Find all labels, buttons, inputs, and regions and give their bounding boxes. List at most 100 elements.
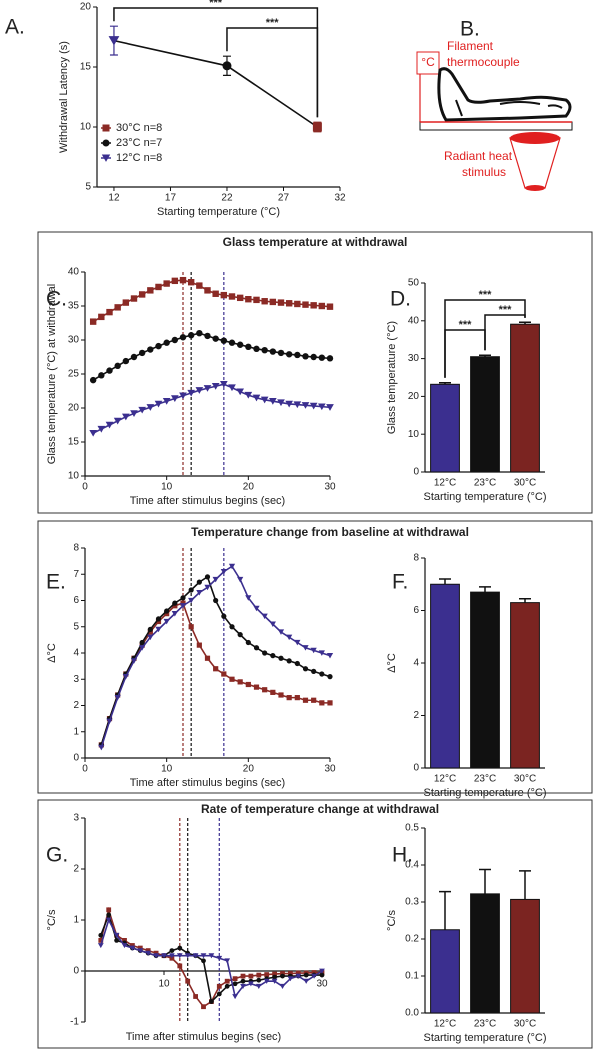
marker — [294, 300, 301, 308]
marker — [163, 618, 170, 625]
y-tick-label: 15 — [68, 437, 80, 448]
marker — [244, 391, 253, 399]
x-axis-title: Time after stimulus begins (sec) — [130, 495, 285, 507]
x-tick-label: 23°C — [474, 774, 496, 785]
marker — [171, 336, 179, 344]
marker — [196, 579, 202, 585]
error-bar — [479, 586, 491, 593]
marker — [216, 983, 222, 989]
y-tick-label: 30 — [408, 353, 420, 364]
glass-plate — [419, 121, 573, 131]
error-bar — [439, 890, 451, 930]
marker — [204, 584, 211, 591]
y-tick-label: 0.5 — [405, 823, 419, 834]
marker — [98, 744, 105, 751]
marker — [180, 600, 186, 606]
y-tick-label: 25 — [68, 369, 80, 380]
marker — [203, 385, 212, 392]
marker — [201, 1004, 206, 1010]
marker — [211, 383, 220, 390]
marker — [270, 689, 276, 695]
x-tick-label: 22 — [221, 193, 233, 204]
marker — [269, 621, 276, 627]
chart: G. -1 0 1 2 3 °C/s Time after stimulus begins (… — [46, 813, 328, 1043]
x-tick-label: 32 — [334, 193, 346, 204]
marker — [237, 679, 243, 685]
bar — [430, 929, 460, 1014]
marker — [155, 618, 162, 625]
marker — [310, 302, 317, 309]
y-tick-label: 0.3 — [405, 897, 419, 908]
marker — [164, 611, 170, 617]
marker — [137, 945, 143, 951]
marker — [294, 695, 300, 701]
y-tick-label: 4 — [73, 648, 79, 659]
marker — [213, 666, 219, 672]
marker — [240, 983, 246, 989]
marker — [177, 963, 183, 969]
marker — [248, 981, 254, 987]
marker — [253, 345, 260, 353]
marker — [179, 603, 187, 609]
marker — [172, 603, 178, 609]
marker — [270, 653, 276, 659]
y-tick-label: 6 — [73, 595, 79, 606]
marker — [155, 626, 162, 633]
marker — [271, 978, 278, 984]
y-axis-title: Δ°C — [386, 653, 398, 673]
x-tick-label: 27 — [278, 193, 290, 204]
marker — [195, 387, 204, 394]
x-tick-label: 10 — [158, 979, 170, 990]
y-tick-label: 40 — [408, 315, 420, 326]
marker — [228, 384, 236, 392]
chart: D. 0 10 20 30 40 50 Glass temperature (°C) Start… — [386, 278, 547, 503]
marker — [261, 347, 268, 354]
y-tick-label: 1 — [73, 726, 79, 737]
section-title: Rate of temperature change at withdrawal — [201, 802, 439, 816]
marker — [229, 676, 235, 682]
marker — [294, 351, 301, 359]
marker — [311, 668, 317, 674]
marker — [256, 977, 262, 983]
marker — [138, 406, 147, 414]
series-line — [100, 602, 330, 746]
y-tick-label: 0 — [413, 763, 419, 774]
x-axis-title: Time after stimulus begins (sec) — [126, 1031, 281, 1043]
significance-label: *** — [459, 319, 473, 331]
marker — [155, 283, 162, 291]
thermocouple-label: thermocouple — [447, 55, 520, 69]
marker — [97, 425, 106, 433]
y-tick-label: 30 — [68, 335, 80, 346]
y-tick-label: 7 — [73, 569, 79, 580]
marker — [171, 277, 179, 285]
section-frame — [37, 799, 593, 1049]
marker — [216, 955, 223, 961]
marker — [106, 308, 113, 316]
y-tick-label: 0 — [73, 753, 79, 764]
marker — [114, 938, 119, 943]
marker — [137, 948, 144, 954]
chart: A. 5 10 15 20 Withdrawal Latency (s) Starting … — [5, 0, 346, 218]
y-axis-title: Glass temperature (°C) at withdrawal — [46, 284, 58, 464]
marker — [245, 595, 252, 601]
significance-bracket — [226, 27, 319, 118]
marker — [139, 642, 145, 648]
marker — [204, 287, 211, 294]
marker — [171, 611, 178, 617]
marker — [204, 332, 211, 340]
x-tick-label: 0 — [82, 482, 88, 493]
series-line — [100, 565, 331, 748]
y-tick-label: 20 — [408, 391, 420, 402]
connecting-line — [113, 39, 318, 128]
chart: H. 0.0 0.1 0.2 0.3 0.4 0.5 °C/s Starting tempera… — [386, 823, 547, 1044]
marker — [294, 660, 300, 667]
marker — [302, 301, 309, 308]
marker — [277, 399, 285, 407]
marker — [303, 972, 309, 978]
marker — [216, 991, 222, 997]
marker — [179, 392, 187, 400]
x-tick-label: 30°C — [514, 774, 536, 785]
x-axis-title: Starting temperature (°C) — [424, 787, 547, 799]
marker — [269, 348, 277, 355]
